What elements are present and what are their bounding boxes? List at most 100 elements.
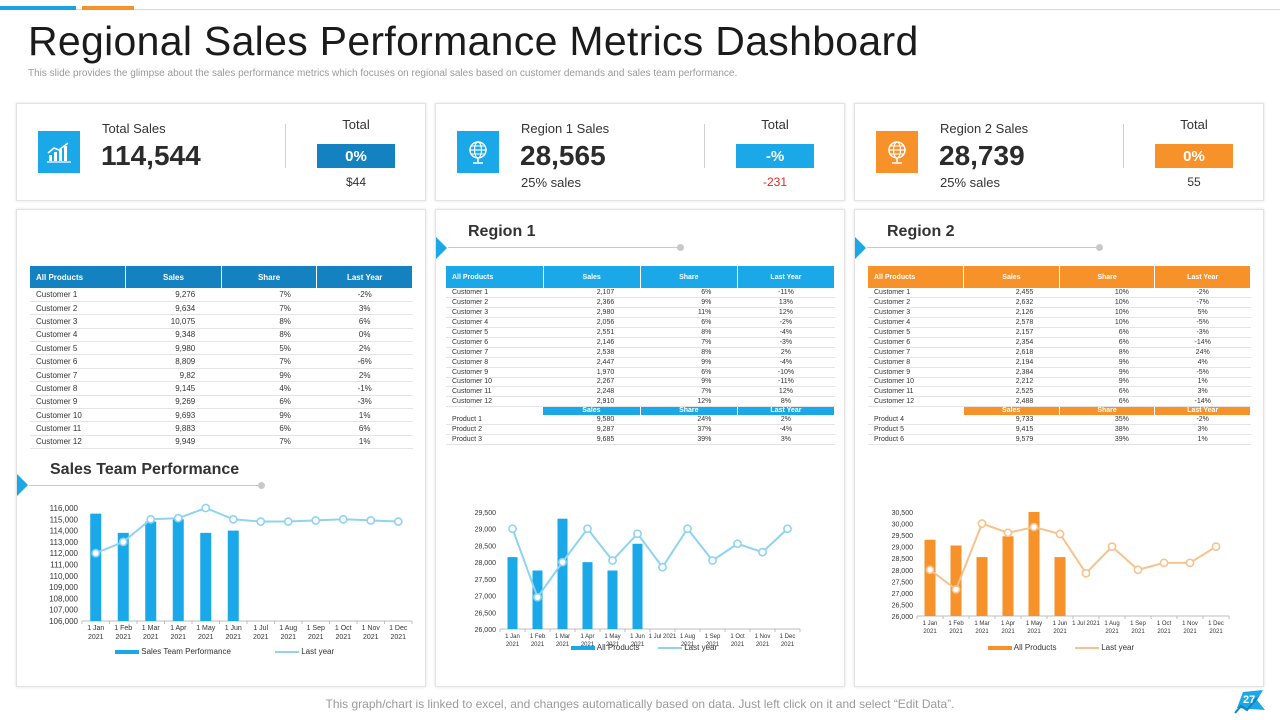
x-tick-label: 2021: [1105, 629, 1119, 635]
y-tick-label: 107,000: [49, 606, 78, 615]
table-cell: 2,107: [543, 288, 641, 299]
table-cell: 6%: [316, 421, 413, 436]
legend-line: Last year: [658, 643, 717, 652]
x-tick-label: 1 Nov: [1182, 621, 1198, 627]
table-row: Customer 1 9,276 7% -2%: [30, 288, 413, 302]
table-cell: 2,354: [963, 337, 1060, 348]
x-tick-label: 1 Sep: [307, 625, 325, 632]
y-tick-label: 112,000: [50, 549, 79, 558]
bar: [172, 519, 184, 621]
line-point: [228, 514, 238, 524]
table-cell: 9,634: [125, 301, 222, 316]
bar: [607, 570, 618, 629]
table-total-customers: All Products Sales Share Last Year Customer …: [30, 266, 413, 450]
table-cell: Customer 4: [446, 317, 544, 329]
table-row: Customer 9 1,970 6% -10%: [446, 367, 835, 378]
table-cell: 9,82: [125, 368, 222, 383]
table-cell: 1%: [316, 408, 413, 423]
section-marker: [436, 237, 447, 259]
table-cell: -10%: [737, 367, 835, 378]
x-tick-label: 1 Nov: [362, 625, 381, 632]
x-tick-label: 1 Oct: [335, 625, 352, 632]
table-region1: All Products Sales Share Last Year Customer …: [446, 266, 836, 445]
bar: [227, 530, 239, 621]
x-tick-label: 1 Sep: [1130, 621, 1146, 627]
table-row: Customer 8 9,145 4% -1%: [30, 381, 413, 396]
x-tick-label: 2021: [506, 642, 520, 648]
table-cell: Customer 10: [30, 408, 126, 423]
table-row: Customer 10 2,212 9% 1%: [868, 377, 1251, 388]
x-tick-label: 1 Dec: [389, 625, 408, 632]
table-cell: 2,525: [963, 386, 1060, 398]
table-cell: 9,348: [125, 328, 222, 343]
chart-icon: [38, 131, 80, 173]
x-tick-label: 2021: [198, 634, 214, 641]
table-row: Product 6 9,579 39% 1%: [868, 434, 1251, 445]
y-tick-label: 110,000: [50, 572, 79, 581]
line-point: [733, 539, 742, 549]
line-point: [758, 547, 767, 557]
kpi-value: 114,544: [101, 140, 201, 171]
y-tick-label: 30,500: [892, 510, 914, 517]
table-row: Customer 5 2,551 8% -4%: [446, 327, 835, 338]
x-tick-label: 2021: [923, 629, 937, 635]
table-cell: 6%: [1059, 337, 1155, 348]
table-cell: Product 5: [868, 424, 964, 435]
table-cell: 9,287: [543, 424, 641, 435]
line-point: [1003, 528, 1013, 538]
table-cell: 9,145: [125, 381, 222, 396]
table-cell: 2,980: [543, 307, 641, 319]
table-cell: Customer 7: [446, 347, 544, 358]
line-point: [951, 585, 961, 594]
table-row: Customer 11 9,883 6% 6%: [30, 421, 413, 436]
x-tick-label: 2021: [975, 629, 989, 635]
x-tick-label: 1 Mar: [555, 634, 570, 640]
table-cell: -5%: [1154, 317, 1251, 329]
table-cell: 9,980: [125, 341, 222, 356]
x-tick-label: 2021: [1157, 629, 1171, 635]
y-tick-label: 108,000: [49, 594, 78, 603]
table-row: Customer 10 9,693 9% 1%: [30, 408, 413, 423]
line-point: [783, 524, 792, 534]
footer-note: This graph/chart is linked to excel, and…: [325, 697, 955, 711]
x-tick-label: 2021: [88, 634, 104, 641]
y-tick-label: 26,000: [892, 614, 914, 621]
x-tick-label: 1 Dec: [1208, 621, 1224, 627]
table-row: Customer 2 2,366 9% 13%: [446, 297, 835, 309]
table-row: Customer 12 2,488 6% -14%: [868, 396, 1251, 408]
table-cell: 5%: [1154, 307, 1251, 319]
table-cell: Customer 6: [868, 337, 964, 348]
table-cell: Customer 4: [868, 317, 964, 329]
x-tick-label: 2021: [949, 629, 963, 635]
x-tick-label: 1 Mar: [974, 621, 989, 627]
table-cell: -6%: [316, 354, 413, 369]
table-row: Customer 1 2,455 10% -2%: [868, 288, 1251, 299]
table-cell: 1,970: [543, 367, 641, 378]
y-tick-label: 114,000: [50, 527, 79, 536]
x-tick-label: 1 Apr: [170, 625, 187, 632]
line-point: [311, 516, 321, 525]
table-row: Customer 4 9,348 8% 0%: [30, 328, 413, 343]
x-tick-label: 2021: [731, 642, 745, 648]
table-cell: 10,075: [125, 314, 222, 329]
x-tick-label: 2021: [253, 634, 269, 641]
x-tick-label: 2021: [1001, 629, 1015, 635]
line-point: [708, 556, 717, 565]
table-cell: -1%: [316, 381, 413, 396]
x-tick-label: 1 Apr: [580, 634, 594, 640]
x-tick-label: 2021: [308, 634, 324, 641]
page-number: 27: [1243, 694, 1256, 706]
table-header-row: All Products Sales Share Last Year: [30, 266, 413, 288]
bar: [582, 562, 593, 629]
y-tick-label: 26,500: [892, 602, 914, 609]
legend-label: Last year: [684, 643, 718, 652]
line-point: [608, 556, 617, 565]
table-subheader-row: Sales Share Last Year: [868, 406, 1251, 415]
bar: [90, 513, 102, 621]
table-cell: 6%: [221, 421, 317, 436]
table-cell: Customer 11: [446, 386, 544, 398]
legend-label: Last year: [301, 647, 335, 656]
table-cell: 2,538: [543, 347, 641, 358]
kpi-label: Total Sales: [102, 121, 166, 136]
table-cell: 2,578: [963, 317, 1060, 329]
